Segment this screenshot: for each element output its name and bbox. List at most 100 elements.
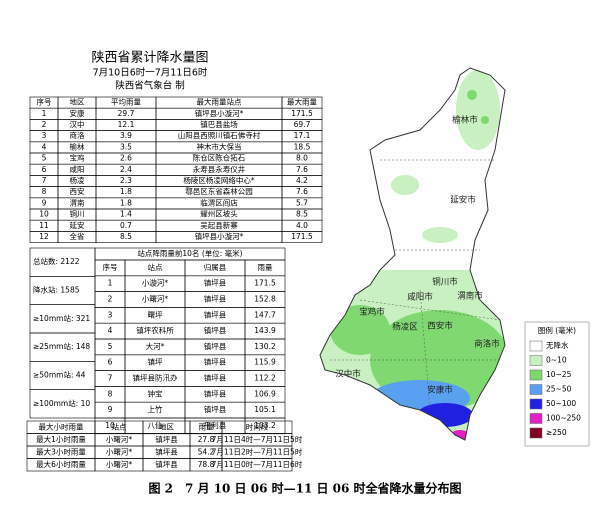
table-cell: 镇坪县 — [204, 278, 227, 288]
table-cell: 吴起县新寨 — [200, 220, 238, 230]
city-label: 渭南市 — [457, 291, 483, 302]
table-cell: 147.7 — [254, 310, 276, 319]
table-cell: 8.5 — [120, 232, 132, 241]
table-cell: 17.1 — [294, 131, 311, 140]
table-cell: 8.5 — [296, 210, 308, 219]
legend-swatch — [529, 340, 543, 352]
table-cell: 171.5 — [254, 279, 276, 288]
table-cell: 平利县 — [204, 420, 227, 430]
table-cell: 2.6 — [120, 154, 132, 163]
table-header: 序号 — [103, 262, 118, 272]
table-cell: 171.5 — [291, 232, 313, 241]
table-cell: 9 — [108, 405, 113, 414]
table-cell: 10 — [39, 210, 49, 219]
table-header: 最大雨量站点 — [197, 97, 242, 107]
table-cell: 5 — [42, 154, 47, 163]
table-cell: 8.0 — [296, 154, 308, 163]
table-cell: 3 — [42, 131, 47, 140]
city-label: 宝鸡市 — [359, 307, 385, 318]
table-cell: 最大6小时雨量 — [36, 459, 86, 469]
table-cell: 3.5 — [120, 142, 132, 151]
legend-swatch — [529, 398, 543, 410]
table-cell: 镇坪县 — [204, 309, 227, 319]
legend-swatch — [529, 384, 543, 395]
table-cell: 镇巴县盐场 — [200, 119, 238, 129]
cell-border — [221, 458, 293, 472]
table-cell: 5 — [108, 342, 113, 351]
table-cell: 鄠邑区东省森林公园 — [185, 186, 253, 196]
city-label: 安康市 — [427, 385, 453, 396]
legend-label: 50~100 — [546, 399, 576, 408]
table-header: 归属县 — [204, 262, 227, 272]
table-cell: 镇坪农科所 — [136, 325, 174, 335]
table-cell: 4 — [108, 326, 113, 335]
table-cell: 130.2 — [254, 342, 276, 351]
table-cell: 镇坪县 — [204, 341, 227, 351]
table-cell: 曙坪 — [148, 310, 163, 319]
table-cell: 杨陵区杨凌网络中心* — [183, 175, 254, 185]
table-cell: 18.5 — [294, 142, 311, 151]
table-cell: 1.4 — [120, 210, 132, 219]
table-cell: 小曙河* — [106, 460, 132, 469]
table-cell: 4.0 — [296, 221, 308, 230]
author: 陕西省气象台 制 — [115, 80, 185, 92]
legend-label: 25~50 — [546, 385, 572, 394]
table-cell: 八仙 — [148, 420, 163, 430]
legend-swatch — [529, 355, 543, 366]
legend-swatch — [529, 413, 543, 424]
caption: 图 2 7 月 10 日 06 时—11 日 06 时全省降水量分布图 — [148, 481, 461, 496]
table-cell: 7月11日0时—7月11日6时 — [212, 459, 303, 469]
table-cell: 钟宝 — [148, 388, 163, 398]
table-header: 时间段 — [246, 421, 269, 431]
table-cell: 神木市大保当 — [197, 141, 242, 151]
table-cell: 1 — [108, 279, 113, 288]
table-cell: 1.8 — [120, 198, 132, 207]
table-cell: 镇坪县 — [204, 294, 227, 304]
table-cell: 112.2 — [254, 374, 276, 383]
city-label: 咸阳市 — [407, 292, 433, 303]
subtitle: 7月10日6时一7月11日6时 — [93, 67, 208, 79]
city-label: 汉中市 — [335, 369, 361, 380]
stat-text: 降水站: 1585 — [33, 285, 80, 295]
legend-label: ≥250 — [546, 428, 567, 437]
table-header: 站点 — [112, 421, 127, 431]
table-cell: 115.9 — [254, 358, 276, 367]
table-header: 序号 — [37, 97, 52, 107]
table-header: 地区 — [70, 97, 85, 107]
table-cell: 小曙河* — [142, 295, 168, 304]
table-cell: 咸阳 — [70, 164, 85, 174]
table-cell: 延安 — [70, 220, 85, 230]
table-cell: 2 — [42, 120, 47, 129]
table-cell: 2 — [108, 295, 113, 304]
table-cell: 镇坪县小漩河* — [195, 108, 244, 118]
table-cell: 镇坪县 — [204, 388, 227, 398]
table-cell: 78.8 — [198, 460, 215, 469]
table-cell: 12.1 — [118, 120, 135, 129]
table-cell: 小漩河* — [142, 278, 168, 288]
legend-label: 10~25 — [546, 370, 572, 379]
table-cell: 镇坪县 — [204, 404, 227, 414]
table-cell: 镇坪县小漩河* — [195, 231, 244, 241]
table-cell: 渭南 — [70, 197, 85, 207]
table-cell: 9 — [42, 198, 47, 207]
table-cell: 6 — [108, 358, 113, 367]
table-cell: 山阳县西照川镇石佛寺村 — [178, 130, 261, 140]
table-cell: 杨凌 — [70, 175, 85, 185]
table-cell: 143.9 — [254, 326, 276, 335]
table-header: 雨量 — [199, 422, 214, 431]
table-cell: 安康 — [70, 108, 85, 118]
table-cell: 8 — [42, 187, 47, 196]
table-cell: 宝鸡 — [70, 153, 85, 163]
table-cell: 铜川 — [70, 209, 85, 219]
table-cell: 永寿县永寿仪井 — [193, 164, 246, 174]
table-cell: 11 — [39, 221, 49, 230]
table-cell: 152.8 — [254, 295, 276, 304]
table-cell: 镇坪县 — [155, 446, 178, 456]
table-cell: 3 — [108, 310, 113, 319]
table-cell: 镇坪 — [148, 357, 163, 367]
table-cell: 镇坪县防汛办 — [133, 373, 178, 383]
table-cell: 临渭区阎店 — [200, 197, 238, 207]
stat-text: 总站数: 2122 — [33, 256, 80, 266]
table-cell: 5.7 — [296, 198, 308, 207]
table-cell: 大河* — [146, 341, 165, 351]
